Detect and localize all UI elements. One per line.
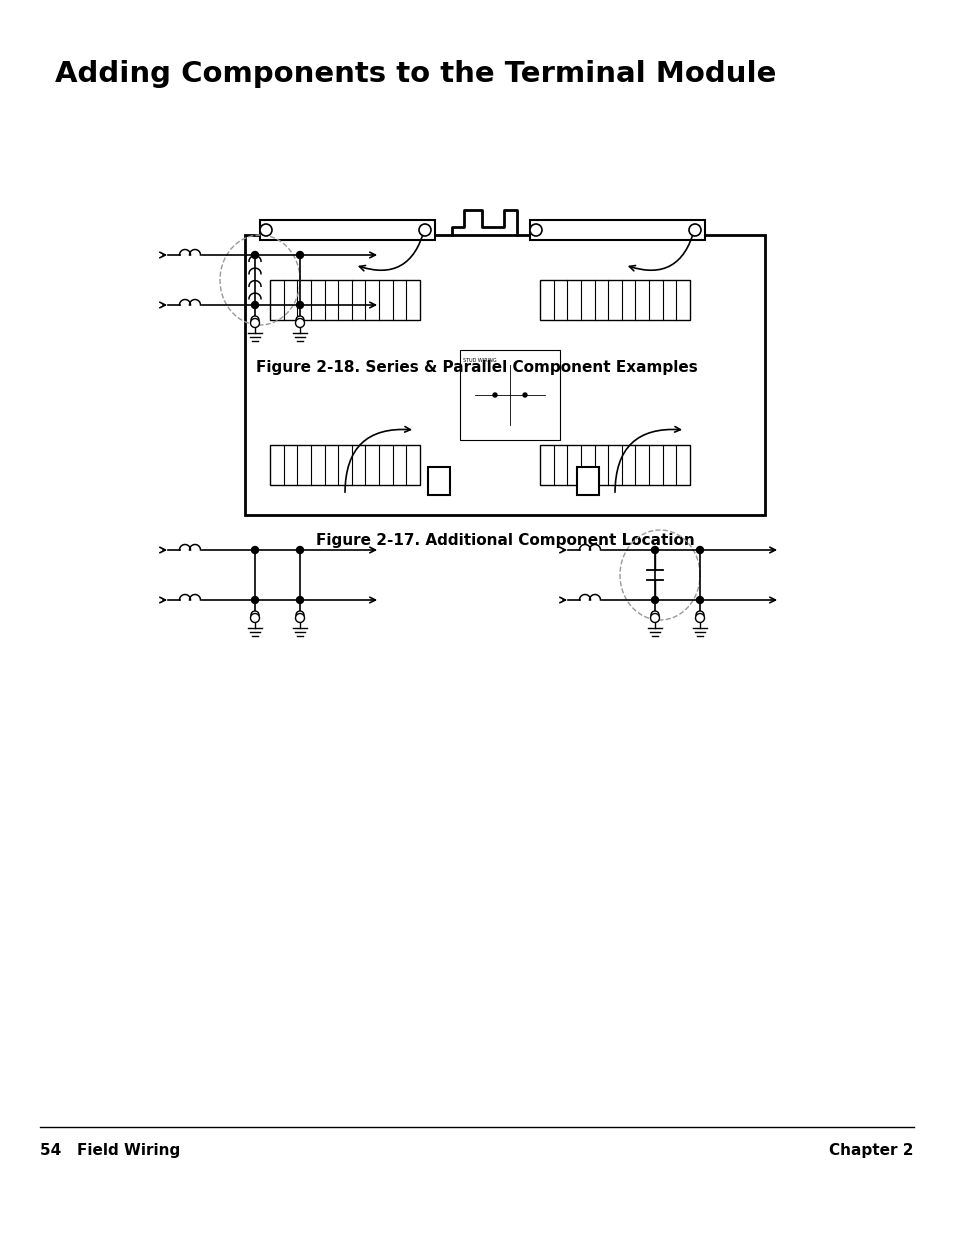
Circle shape (493, 393, 497, 396)
Bar (459, 350, 559, 440)
Bar (270, 280, 419, 320)
Circle shape (696, 597, 702, 604)
Circle shape (252, 597, 258, 604)
Circle shape (252, 252, 258, 258)
Circle shape (696, 547, 702, 553)
Circle shape (252, 547, 258, 553)
Circle shape (522, 393, 526, 396)
Circle shape (296, 252, 303, 258)
Circle shape (651, 547, 658, 553)
Text: Figure 2-17. Additional Component Location: Figure 2-17. Additional Component Locati… (315, 534, 694, 548)
Circle shape (252, 301, 258, 309)
Bar (539, 445, 689, 485)
Circle shape (295, 611, 304, 619)
Circle shape (295, 614, 304, 622)
Circle shape (296, 597, 303, 604)
Circle shape (260, 224, 272, 236)
Circle shape (530, 224, 541, 236)
Bar (577, 467, 598, 495)
Bar (260, 220, 435, 240)
Circle shape (295, 316, 304, 324)
Circle shape (650, 611, 659, 619)
Bar (539, 280, 689, 320)
Circle shape (251, 316, 258, 324)
Text: Chapter 2: Chapter 2 (828, 1144, 913, 1158)
Text: STUD WIRING: STUD WIRING (462, 358, 497, 363)
Circle shape (651, 597, 658, 604)
Bar (270, 445, 419, 485)
Circle shape (251, 611, 258, 619)
Text: Figure 2-18. Series & Parallel Component Examples: Figure 2-18. Series & Parallel Component… (255, 359, 698, 375)
Circle shape (696, 611, 703, 619)
Circle shape (418, 224, 431, 236)
Circle shape (295, 319, 304, 327)
Bar (245, 235, 764, 515)
Circle shape (251, 614, 259, 622)
Circle shape (296, 301, 303, 309)
Bar (428, 467, 450, 495)
Bar (530, 220, 704, 240)
Circle shape (296, 547, 303, 553)
Text: 54   Field Wiring: 54 Field Wiring (40, 1144, 180, 1158)
Text: Adding Components to the Terminal Module: Adding Components to the Terminal Module (55, 61, 776, 88)
Circle shape (695, 614, 703, 622)
Circle shape (688, 224, 700, 236)
Circle shape (650, 614, 659, 622)
Circle shape (251, 319, 259, 327)
